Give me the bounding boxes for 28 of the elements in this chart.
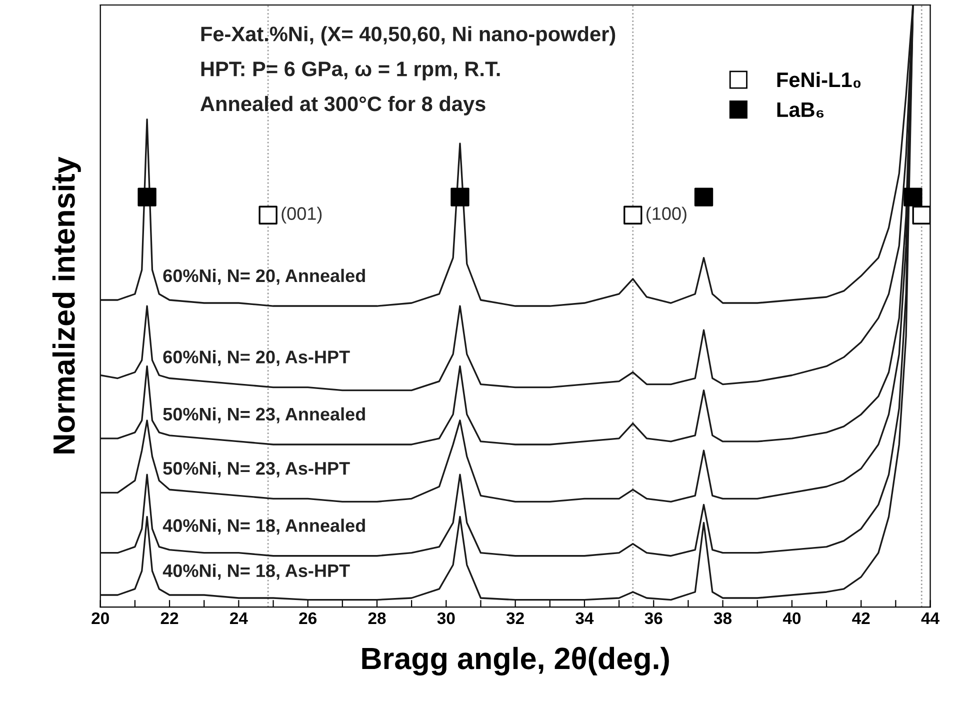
x-tick-label: 24	[230, 612, 248, 624]
annotation: Annealed at 300°C for 8 days	[200, 96, 486, 116]
x-axis-title: Bragg angle, 2θ(deg.)	[362, 646, 669, 676]
x-tick-label: 26	[299, 612, 317, 624]
x-tick-label: 20	[92, 612, 109, 624]
y-axis-title: Normalized intensity	[52, 156, 81, 454]
annotation: (001)	[282, 206, 322, 224]
annotation: HPT: P= 6 GPa, ω = 1 rpm, R.T.	[201, 62, 500, 80]
x-tick-label: 36	[644, 612, 662, 624]
x-tick-label: 38	[714, 612, 732, 624]
legend-label: LaB₆	[777, 102, 824, 118]
series-label: 60%Ni, N= 20, Annealed	[163, 268, 365, 285]
series-label: 50%Ni, N= 23, As-HPT	[163, 462, 350, 478]
series-label: 40%Ni, N= 18, As-HPT	[162, 564, 350, 580]
x-tick-label: 30	[437, 612, 455, 624]
annotation: Fe-Xat.%Ni, (X= 40,50,60, Ni nano-powder)	[201, 26, 616, 46]
series-label: 50%Ni, N= 23, Annealed	[163, 407, 365, 424]
x-tick-label: 44	[921, 612, 940, 624]
legend-label: FeNi-L1₀	[777, 72, 861, 88]
x-tick-label: 40	[782, 612, 801, 624]
x-tick-label: 34	[576, 612, 594, 624]
series-label: 60%Ni, N= 20, As-HPT	[163, 350, 350, 366]
annotation: (100)	[646, 206, 686, 224]
x-tick-label: 22	[160, 612, 178, 624]
x-tick-label: 28	[368, 612, 386, 624]
x-tick-label: 42	[852, 612, 870, 624]
series-label: 40%Ni, N= 18, Annealed	[162, 518, 365, 535]
x-tick-label: 32	[506, 612, 524, 624]
